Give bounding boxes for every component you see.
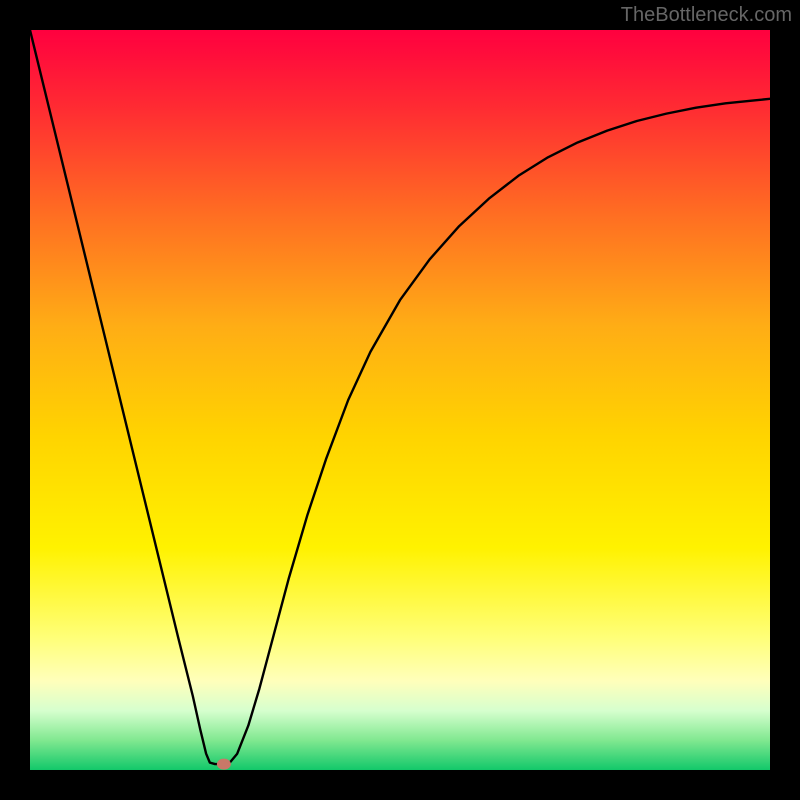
chart-background: [30, 30, 770, 770]
watermark-text: TheBottleneck.com: [621, 4, 792, 27]
bottleneck-chart: [30, 30, 770, 770]
optimum-marker: [217, 759, 231, 770]
